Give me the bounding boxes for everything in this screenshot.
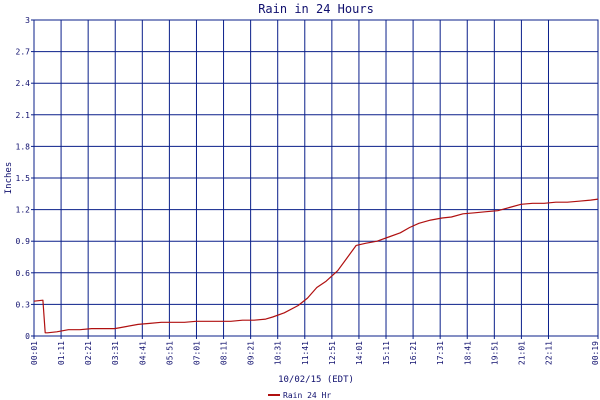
- y-tick-label: 0.6: [16, 269, 31, 278]
- y-tick-label: 1.8: [16, 142, 31, 151]
- y-tick-label: 2.7: [16, 48, 31, 57]
- x-ticks: 00:01 01:11 02:21 03:31 04:41 05:51 07:01 08:11…: [30, 336, 600, 365]
- legend-label: Rain 24 Hr: [283, 391, 331, 400]
- x-tick-label: 15:11: [382, 341, 391, 365]
- x-tick-label: 01:11: [57, 341, 66, 365]
- y-tick-label: 3: [25, 16, 30, 25]
- x-tick-label: 10:31: [274, 341, 283, 365]
- chart-title: Rain in 24 Hours: [258, 2, 374, 16]
- x-tick-label: 12:51: [328, 341, 337, 365]
- x-tick-label: 00:19: [591, 341, 600, 365]
- x-tick-label: 04:41: [138, 341, 147, 365]
- series-line: [33, 198, 599, 334]
- series-layer: [33, 198, 599, 334]
- y-tick-label: 1.5: [16, 174, 31, 183]
- x-tick-label: 09:21: [247, 341, 256, 365]
- x-tick-label: 11:41: [301, 341, 310, 365]
- x-tick-label: 22:11: [544, 341, 553, 365]
- x-tick-label: 14:01: [355, 341, 364, 365]
- y-axis-label: Inches: [4, 162, 14, 195]
- x-tick-label: 08:11: [220, 341, 229, 365]
- legend: Rain 24 Hr: [268, 391, 331, 400]
- x-tick-label: 16:21: [409, 341, 418, 365]
- y-ticks: 0 0.3 0.6 0.9 1.2 1.5 1.8 2.1 2.4 2.7 3: [16, 16, 34, 341]
- x-tick-label: 05:51: [165, 341, 174, 365]
- y-tick-label: 0: [25, 332, 30, 341]
- x-tick-label: 21:01: [517, 341, 526, 365]
- x-tick-label: 18:41: [463, 341, 472, 365]
- grid: [33, 19, 599, 337]
- x-tick-label: 07:01: [192, 341, 201, 365]
- x-tick-label: 00:01: [30, 341, 39, 365]
- x-tick-label: 17:31: [436, 341, 445, 365]
- x-tick-label: 02:21: [84, 341, 93, 365]
- y-tick-label: 2.4: [16, 79, 31, 88]
- y-tick-label: 0.9: [16, 237, 31, 246]
- x-tick-label: 19:51: [490, 341, 499, 365]
- y-tick-label: 1.2: [16, 206, 31, 215]
- y-tick-label: 2.1: [16, 111, 31, 120]
- x-axis-label: 10/02/15 (EDT): [278, 375, 354, 385]
- x-tick-label: 03:31: [111, 341, 120, 365]
- y-tick-label: 0.3: [16, 300, 31, 309]
